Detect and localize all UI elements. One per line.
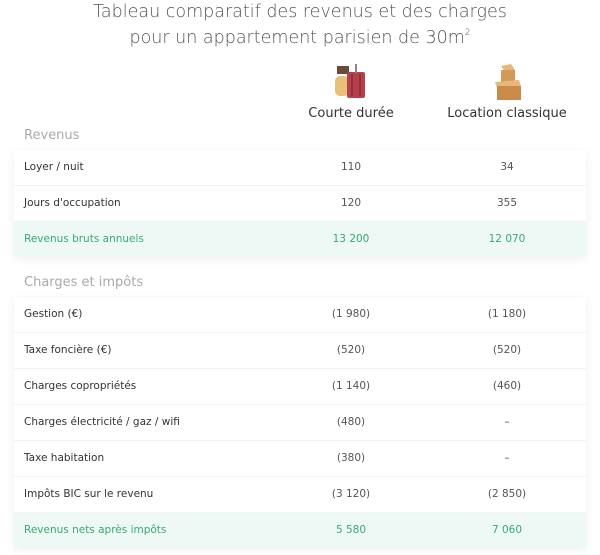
section-title-revenus: Revenus bbox=[24, 128, 80, 143]
value-courte-duree: 13 200 bbox=[332, 233, 370, 245]
total-row: Revenus bruts annuels 13 200 12 070 bbox=[14, 222, 586, 257]
value-courte-duree: 110 bbox=[340, 161, 362, 173]
value-courte-duree: (1 980) bbox=[331, 308, 371, 320]
superscript: 2 bbox=[464, 28, 471, 38]
value-courte-duree: 120 bbox=[340, 197, 362, 209]
column-header-courte-duree: Courte durée bbox=[308, 106, 394, 121]
row-label: Loyer / nuit bbox=[24, 161, 84, 173]
charges-table: Gestion (€) (1 980) (1 180) Taxe foncière … bbox=[14, 297, 586, 548]
table-row: Charges électricité / gaz / wifi (480) – bbox=[14, 405, 586, 441]
value-location-classique: (460) bbox=[492, 380, 522, 392]
value-location-classique: (1 180) bbox=[487, 308, 527, 320]
value-courte-duree: (380) bbox=[336, 452, 366, 464]
row-label: Charges électricité / gaz / wifi bbox=[24, 416, 180, 428]
value-courte-duree: (480) bbox=[336, 416, 366, 428]
section-title-charges: Charges et impôts bbox=[24, 275, 144, 290]
title-line-2-text: pour un appartement parisien de 30m bbox=[129, 28, 465, 48]
value-courte-duree: (3 120) bbox=[331, 488, 371, 500]
row-label: Revenus nets après impôts bbox=[24, 524, 167, 536]
value-location-classique: 12 070 bbox=[488, 233, 526, 245]
page-title: Tableau comparatif des revenus et des ch… bbox=[0, 2, 600, 49]
row-label: Impôts BIC sur le revenu bbox=[24, 488, 154, 500]
row-label: Taxe habitation bbox=[24, 452, 105, 464]
value-location-classique: – bbox=[504, 416, 510, 428]
revenus-table: Loyer / nuit 110 34 Jours d'occupation 120 3… bbox=[14, 150, 586, 257]
total-row: Revenus nets après impôts 5 580 7 060 bbox=[14, 513, 586, 548]
row-label: Taxe foncière (€) bbox=[24, 344, 112, 356]
luggage-icon bbox=[335, 64, 365, 98]
table-row: Impôts BIC sur le revenu (3 120) (2 850) bbox=[14, 477, 586, 513]
row-label: Revenus bruts annuels bbox=[24, 233, 144, 245]
table-row: Loyer / nuit 110 34 bbox=[14, 150, 586, 186]
table-row: Taxe foncière (€) (520) (520) bbox=[14, 333, 586, 369]
title-line-2: pour un appartement parisien de 30m2 bbox=[0, 23, 600, 49]
value-location-classique: 7 060 bbox=[491, 524, 523, 536]
title-line-1: Tableau comparatif des revenus et des ch… bbox=[93, 2, 507, 22]
value-location-classique: 34 bbox=[500, 161, 514, 173]
value-location-classique: (520) bbox=[492, 344, 522, 356]
value-location-classique: 355 bbox=[496, 197, 518, 209]
row-label: Jours d'occupation bbox=[24, 197, 121, 209]
table-row: Jours d'occupation 120 355 bbox=[14, 186, 586, 222]
value-courte-duree: (520) bbox=[336, 344, 366, 356]
column-header-location-classique: Location classique bbox=[447, 106, 567, 121]
boxes-icon bbox=[495, 64, 521, 100]
row-label: Charges copropriétés bbox=[24, 380, 137, 392]
value-courte-duree: 5 580 bbox=[335, 524, 367, 536]
table-row: Gestion (€) (1 980) (1 180) bbox=[14, 297, 586, 333]
value-location-classique: – bbox=[504, 452, 510, 464]
value-courte-duree: (1 140) bbox=[331, 380, 371, 392]
table-row: Charges copropriétés (1 140) (460) bbox=[14, 369, 586, 405]
value-location-classique: (2 850) bbox=[487, 488, 527, 500]
row-label: Gestion (€) bbox=[24, 308, 83, 320]
table-row: Taxe habitation (380) – bbox=[14, 441, 586, 477]
